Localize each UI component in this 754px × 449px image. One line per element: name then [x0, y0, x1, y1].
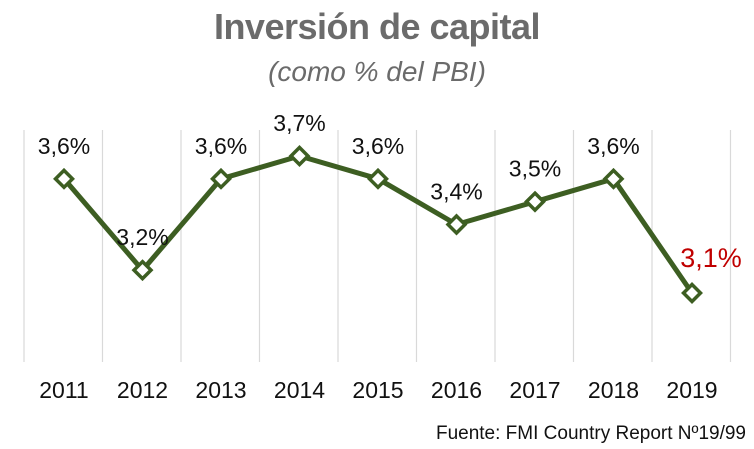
data-point-marker — [131, 259, 154, 282]
x-tick-label: 2016 — [431, 377, 482, 403]
x-axis-ticks: 2011 2012 2013 2014 2015 2016 2017 2018 2019 — [39, 377, 717, 403]
source-note: Fuente: FMI Country Report Nº19/99 — [435, 423, 746, 444]
x-tick-label: 2019 — [666, 377, 717, 403]
data-point-marker — [288, 145, 311, 167]
data-point-marker — [681, 282, 703, 304]
markers-layer — [53, 145, 703, 304]
data-label: 3,6% — [38, 133, 90, 159]
data-label: 3,1% — [680, 243, 742, 273]
chart-subtitle: (como % del PBI) — [268, 56, 486, 87]
data-label: 3,6% — [587, 133, 639, 159]
data-point-marker — [367, 167, 389, 190]
x-tick-label: 2018 — [588, 377, 639, 403]
chart-title: Inversión de capital — [213, 6, 541, 47]
data-label: 3,4% — [430, 179, 482, 205]
x-tick-label: 2014 — [274, 377, 325, 403]
x-tick-label: 2013 — [195, 377, 246, 403]
data-label: 3,5% — [509, 156, 561, 182]
x-tick-label: 2012 — [117, 377, 168, 403]
data-label: 3,6% — [195, 133, 247, 159]
x-tick-label: 2011 — [39, 377, 88, 403]
data-label: 3,2% — [116, 224, 168, 250]
data-point-marker — [602, 167, 625, 190]
data-point-marker — [524, 190, 546, 213]
data-point-marker — [210, 167, 232, 190]
x-tick-label: 2017 — [509, 377, 560, 403]
x-tick-label: 2015 — [352, 377, 403, 403]
data-point-marker — [53, 167, 75, 190]
data-labels-layer: 3,6% 3,2% 3,6% 3,7% 3,6% 3,4% 3,5% 3,6% 3,1% — [38, 110, 742, 273]
data-point-marker — [445, 213, 468, 236]
data-label: 3,6% — [352, 133, 404, 159]
data-label: 3,7% — [273, 110, 325, 136]
